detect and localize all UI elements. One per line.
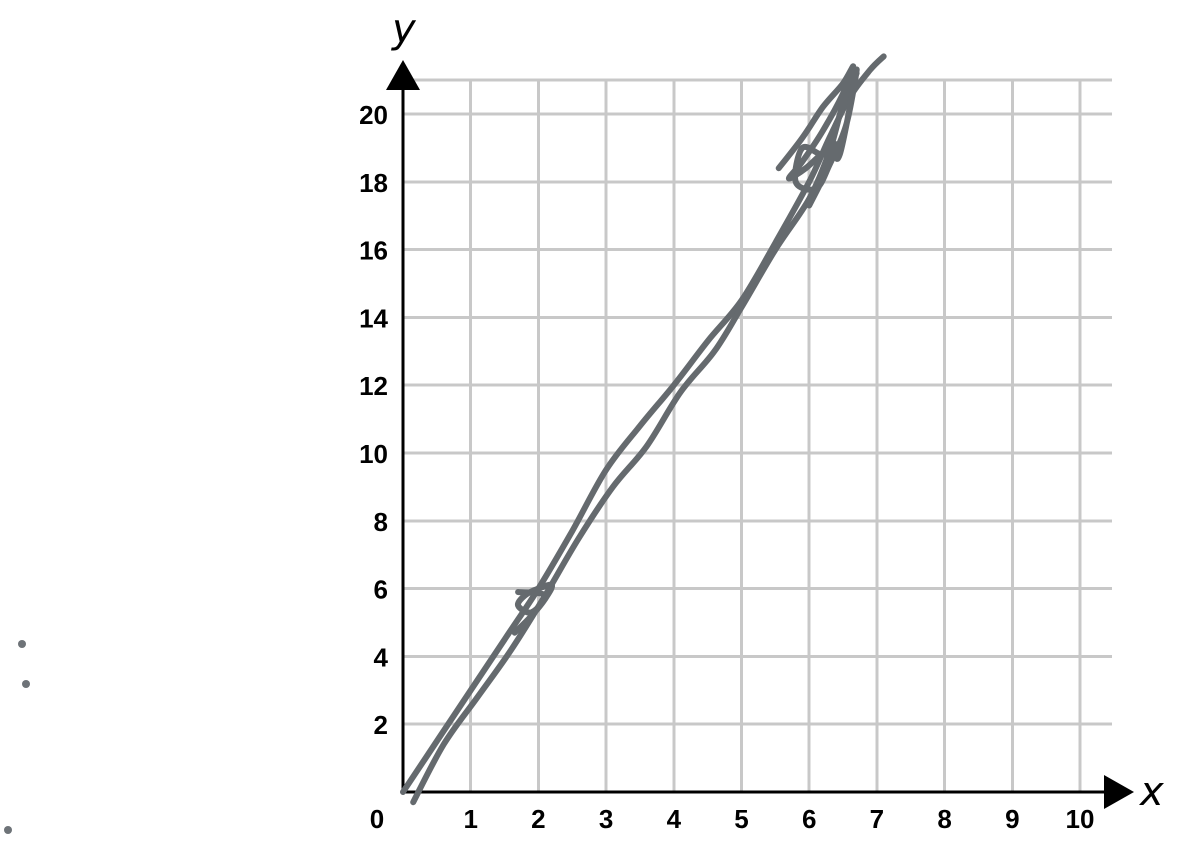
stray-dot (4, 826, 12, 834)
x-tick-label: 0 (370, 804, 384, 834)
y-tick-label: 2 (374, 710, 388, 740)
x-tick-label: 9 (1005, 804, 1019, 834)
y-tick-label: 16 (359, 236, 388, 266)
x-tick-label: 4 (667, 804, 682, 834)
stray-dot (22, 680, 30, 688)
y-tick-label: 8 (374, 507, 388, 537)
stray-dot (18, 640, 26, 648)
y-axis-label: y (391, 6, 417, 52)
x-axis-label: x (1138, 769, 1164, 815)
series-line (511, 581, 556, 636)
x-tick-label: 5 (734, 804, 748, 834)
y-tick-label: 10 (359, 439, 388, 469)
series (400, 53, 887, 806)
series-line (775, 63, 860, 209)
x-tick-label: 2 (531, 804, 545, 834)
x-tick-label: 6 (802, 804, 816, 834)
stray-marks (4, 640, 30, 834)
x-tick-label: 8 (937, 804, 951, 834)
y-tick-label: 6 (374, 575, 388, 605)
y-tick-label: 18 (359, 168, 388, 198)
x-tick-label: 1 (463, 804, 477, 834)
x-tick-label: 10 (1066, 804, 1095, 834)
y-tick-label: 14 (359, 303, 388, 333)
y-tick-label: 4 (374, 642, 389, 672)
x-tick-label: 7 (870, 804, 884, 834)
x-tick-label: 3 (599, 804, 613, 834)
y-axis-arrow-icon (386, 60, 420, 90)
y-tick-label: 12 (359, 371, 388, 401)
y-tick-label: 20 (359, 100, 388, 130)
series-line (410, 70, 860, 806)
grid (403, 78, 1112, 792)
axes (386, 60, 1134, 809)
x-axis-arrow-icon (1104, 775, 1134, 809)
